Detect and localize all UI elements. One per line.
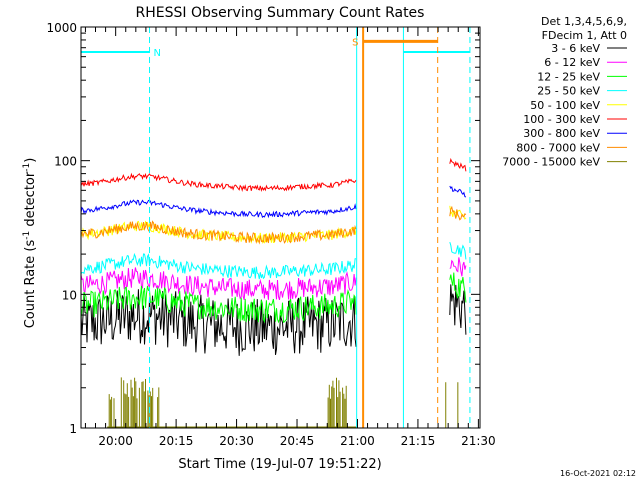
series-line	[81, 199, 357, 219]
y-tick-label: 10	[62, 288, 77, 302]
legend-entry-label: 12 - 25 keV	[537, 70, 600, 83]
series-line	[449, 205, 467, 221]
series-line	[449, 272, 467, 303]
legend-entry-label: 50 - 100 keV	[530, 99, 600, 112]
plot-area	[81, 27, 471, 428]
y-axis-label-sup1: -1	[22, 231, 32, 240]
y-axis-label-sup2: -1	[22, 163, 32, 172]
x-axis-label: Start Time (19-Jul-07 19:51:22)	[178, 457, 381, 472]
series-line	[81, 220, 357, 245]
y-axis-label-part1: Count Rate (s	[23, 240, 38, 329]
x-tick-label: 20:00	[98, 434, 133, 448]
legend-header-2: FDecim 1, Att 0	[542, 29, 627, 42]
flag-s	[362, 27, 439, 428]
plot-frame	[80, 26, 481, 429]
legend-header-1: Det 1,3,4,5,6,9,	[541, 15, 627, 28]
x-tick-label: 21:15	[401, 434, 436, 448]
series-line	[449, 185, 467, 198]
legend-entry-label: 7000 - 15000 keV	[502, 156, 600, 169]
y-tick-label: 100	[54, 155, 77, 169]
series-line	[107, 377, 459, 428]
series-line	[449, 205, 467, 220]
x-tick-label: 21:30	[461, 434, 496, 448]
y-axis-label: Count Rate (s-1 detector-1)	[22, 158, 38, 329]
legend-entry-label: 300 - 800 keV	[523, 127, 600, 140]
x-tick-label: 20:30	[219, 434, 254, 448]
series-line	[449, 257, 467, 277]
x-tick-label: 21:00	[340, 434, 375, 448]
y-tick-label: 1000	[46, 21, 77, 35]
legend-entry-label: 3 - 6 keV	[551, 42, 600, 55]
x-tick-label: 20:45	[280, 434, 315, 448]
chart-title: RHESSI Observing Summary Count Rates	[136, 5, 425, 21]
y-axis-label-part3: )	[23, 158, 38, 163]
series-line	[449, 241, 467, 260]
legend-entry-label: 6 - 12 keV	[544, 56, 600, 69]
legend: Det 1,3,4,5,6,9,FDecim 1, Att 03 - 6 keV…	[502, 15, 627, 169]
flag-n	[81, 27, 471, 428]
legend-entry-label: 800 - 7000 keV	[516, 141, 600, 154]
series-line	[81, 267, 357, 301]
series-line	[81, 172, 357, 193]
flag-n-label: N	[154, 48, 161, 59]
y-axis-label-part2: detector	[23, 171, 38, 231]
flag-s-label: S	[352, 37, 358, 48]
axes: 1 10 100 1000 20:00 20:15 20:30 20:45 21:00 21:15…	[46, 21, 495, 448]
series-line	[81, 285, 357, 324]
legend-entry-label: 100 - 300 keV	[523, 113, 600, 126]
series-line	[449, 157, 467, 172]
y-tick-label: 1	[69, 422, 77, 436]
footer-date: 16-Oct-2021 02:12	[560, 469, 636, 478]
legend-entry-label: 25 - 50 keV	[537, 85, 600, 98]
series-line	[81, 252, 357, 280]
x-tick-label: 20:15	[159, 434, 194, 448]
